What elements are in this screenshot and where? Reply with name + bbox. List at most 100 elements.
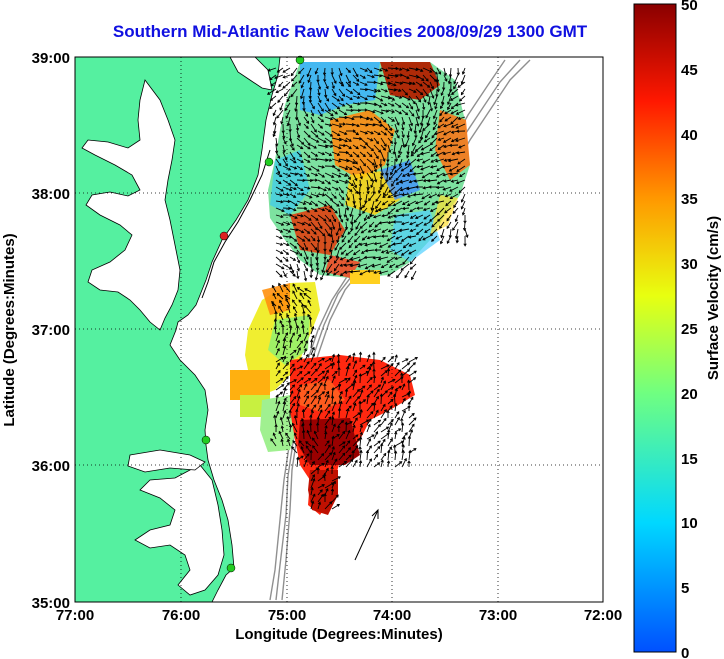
velocity-vector-head bbox=[402, 144, 406, 148]
velocity-vector-head bbox=[292, 290, 296, 294]
velocity-vector bbox=[366, 450, 369, 461]
velocity-vector bbox=[287, 439, 291, 447]
velocity-vector bbox=[306, 430, 312, 440]
velocity-vector bbox=[352, 109, 361, 111]
velocity-vector bbox=[362, 207, 368, 214]
velocity-vector-head bbox=[332, 226, 336, 231]
velocity-vector bbox=[373, 431, 378, 440]
velocity-vector bbox=[420, 165, 431, 171]
velocity-vector bbox=[270, 95, 277, 101]
velocity-vector-head bbox=[310, 409, 314, 414]
velocity-vector-head bbox=[330, 113, 334, 117]
velocity-vector bbox=[443, 123, 452, 127]
velocity-vector-head bbox=[396, 275, 400, 279]
velocity-vector-head bbox=[357, 191, 362, 195]
velocity-vector bbox=[307, 74, 312, 83]
velocity-vector bbox=[373, 454, 378, 461]
velocity-vector-head bbox=[340, 219, 344, 223]
velocity-vector-head bbox=[402, 173, 406, 177]
velocity-vector-head bbox=[454, 103, 459, 107]
velocity-vector-head bbox=[354, 374, 358, 379]
velocity-vector bbox=[331, 504, 340, 510]
velocity-vector-head bbox=[407, 435, 412, 439]
velocity-vector bbox=[283, 284, 291, 293]
x-axis-label: Longitude (Degrees:Minutes) bbox=[235, 626, 443, 643]
velocity-vector-head bbox=[277, 369, 281, 374]
velocity-vector bbox=[366, 403, 374, 412]
velocity-vector bbox=[331, 221, 335, 230]
velocity-vector-head bbox=[392, 203, 397, 207]
velocity-vector bbox=[359, 165, 365, 174]
velocity-vector-head bbox=[284, 294, 288, 298]
velocity-vector-head bbox=[294, 312, 298, 317]
velocity-vector bbox=[281, 426, 284, 433]
velocity-vector bbox=[352, 403, 356, 412]
velocity-vector bbox=[338, 158, 349, 162]
velocity-vector bbox=[289, 235, 297, 242]
velocity-vector-head bbox=[292, 273, 296, 277]
velocity-vector bbox=[382, 200, 389, 206]
velocity-vector bbox=[338, 81, 344, 87]
velocity-vector bbox=[282, 179, 291, 186]
velocity-vector bbox=[433, 116, 438, 125]
velocity-vector bbox=[310, 200, 318, 207]
velocity-vector-head bbox=[362, 385, 366, 389]
velocity-vector-head bbox=[369, 154, 373, 158]
velocity-vector bbox=[317, 494, 324, 503]
velocity-vector bbox=[338, 130, 347, 135]
velocity-vector bbox=[303, 404, 310, 412]
velocity-vector-head bbox=[406, 203, 411, 206]
velocity-vector-head bbox=[432, 115, 436, 120]
velocity-vector-head bbox=[314, 203, 319, 207]
velocity-vector-head bbox=[372, 401, 377, 406]
velocity-vector bbox=[373, 158, 378, 168]
velocity-vector bbox=[359, 424, 363, 433]
velocity-vector-head bbox=[449, 89, 453, 93]
velocity-vector-head bbox=[292, 440, 296, 444]
velocity-vector bbox=[387, 438, 393, 447]
velocity-vector-head bbox=[282, 337, 287, 342]
velocity-vector bbox=[283, 74, 291, 78]
velocity-vector-head bbox=[297, 346, 301, 351]
velocity-vector bbox=[352, 193, 355, 204]
velocity-vector-head bbox=[301, 408, 306, 413]
velocity-vector bbox=[449, 165, 459, 172]
velocity-vector bbox=[449, 144, 459, 146]
velocity-vector-head bbox=[405, 105, 410, 109]
velocity-vector-head bbox=[355, 132, 360, 136]
velocity-vector bbox=[380, 172, 383, 180]
velocity-vector-head bbox=[339, 273, 344, 277]
velocity-vector bbox=[324, 358, 332, 363]
velocity-vector-head bbox=[336, 203, 340, 207]
velocity-vector-head bbox=[394, 402, 398, 407]
velocity-vector bbox=[289, 137, 294, 147]
velocity-vector bbox=[331, 362, 335, 370]
velocity-vector-head bbox=[343, 460, 348, 464]
velocity-vector-head bbox=[387, 194, 391, 198]
velocity-vector-head bbox=[370, 170, 374, 174]
velocity-vector bbox=[408, 109, 415, 117]
velocity-vector-head bbox=[327, 403, 331, 407]
velocity-vector-head bbox=[364, 142, 369, 146]
velocity-vector-head bbox=[379, 176, 384, 180]
velocity-vector-head bbox=[335, 494, 339, 498]
velocity-vector bbox=[421, 151, 431, 155]
velocity-vector bbox=[289, 332, 295, 342]
velocity-vector bbox=[459, 95, 466, 102]
velocity-vector bbox=[301, 320, 305, 328]
velocity-vector bbox=[401, 67, 410, 71]
velocity-vector bbox=[380, 394, 382, 405]
velocity-vector-head bbox=[307, 154, 311, 158]
velocity-vector-head bbox=[340, 251, 344, 255]
velocity-vector bbox=[324, 501, 333, 510]
velocity-vector-head bbox=[300, 159, 304, 163]
velocity-vector bbox=[380, 443, 383, 454]
velocity-vector bbox=[359, 172, 363, 179]
velocity-vector bbox=[373, 389, 380, 398]
velocity-vector-head bbox=[425, 135, 428, 139]
velocity-vector bbox=[324, 137, 333, 144]
velocity-vector bbox=[401, 74, 410, 79]
velocity-vector-head bbox=[342, 93, 346, 97]
velocity-vector bbox=[436, 207, 445, 216]
velocity-vector bbox=[415, 200, 424, 204]
